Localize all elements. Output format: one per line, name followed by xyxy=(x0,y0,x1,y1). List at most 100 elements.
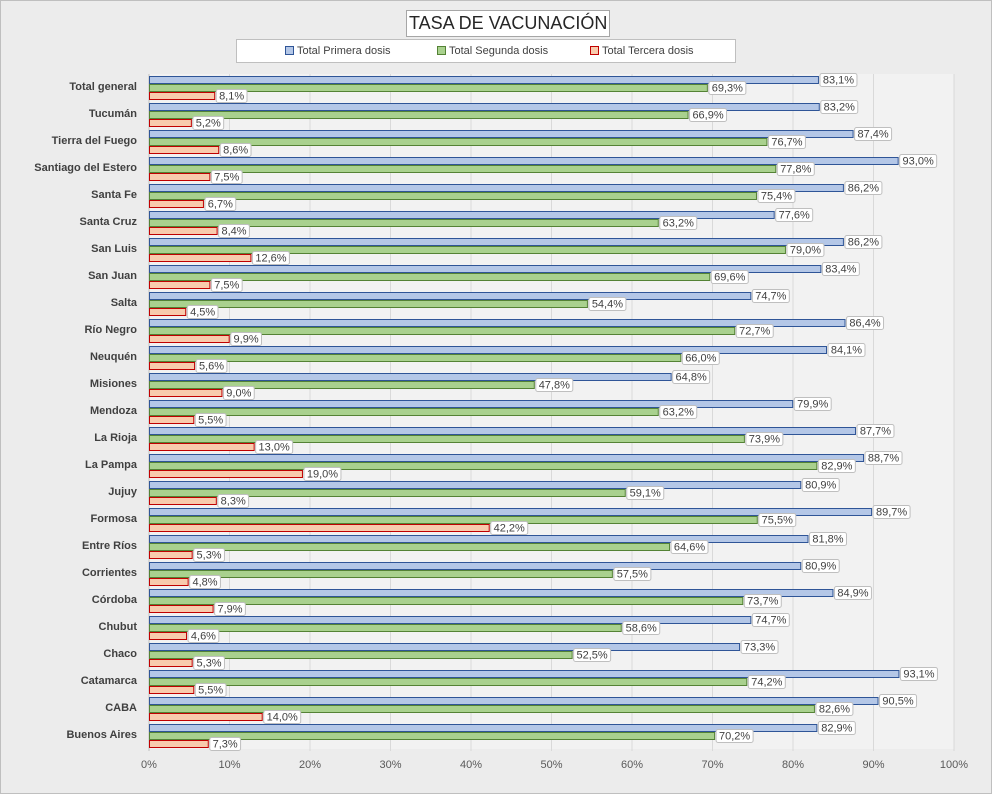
data-label: 12,6% xyxy=(251,251,290,265)
bar xyxy=(149,373,672,381)
x-tick-label: 50% xyxy=(540,759,562,771)
bar xyxy=(149,146,220,154)
data-label-box xyxy=(827,343,866,357)
bar xyxy=(149,319,846,327)
category-label: Santa Fe xyxy=(91,189,137,201)
data-label-box xyxy=(219,143,252,157)
category-label: Buenos Aires xyxy=(66,729,137,741)
category-label: La Pampa xyxy=(85,459,138,471)
x-tick-label: 100% xyxy=(940,759,968,771)
data-label-text: 86,2% xyxy=(848,183,879,195)
data-label: 5,3% xyxy=(193,656,225,670)
bar xyxy=(149,659,193,667)
data-label: 74,7% xyxy=(751,289,790,303)
data-label-text: 5,6% xyxy=(199,361,224,373)
bar xyxy=(149,327,736,335)
x-tick-label: 20% xyxy=(299,759,321,771)
data-label: 58,6% xyxy=(622,621,661,635)
bar xyxy=(149,416,195,424)
bar xyxy=(149,165,777,173)
category-label: Santiago del Estero xyxy=(34,162,137,174)
bar xyxy=(149,713,263,721)
data-label-text: 88,7% xyxy=(868,453,899,465)
data-label: 79,0% xyxy=(786,243,825,257)
data-label: 69,6% xyxy=(710,270,749,284)
category-label: Tierra del Fuego xyxy=(52,135,138,147)
data-label-box xyxy=(214,602,246,616)
data-label-box xyxy=(821,262,860,276)
data-label: 75,4% xyxy=(757,189,796,203)
data-label-box xyxy=(189,575,221,589)
data-label: 8,6% xyxy=(219,143,252,157)
data-label: 52,5% xyxy=(573,648,612,662)
data-label-text: 74,7% xyxy=(755,291,786,303)
data-label: 74,2% xyxy=(747,675,786,689)
data-label-text: 63,2% xyxy=(663,407,694,419)
data-label: 93,0% xyxy=(899,154,938,168)
data-label: 14,0% xyxy=(263,710,302,724)
data-label-box xyxy=(659,405,698,419)
data-label: 7,3% xyxy=(209,737,242,751)
data-label-text: 7,5% xyxy=(214,172,239,184)
data-label-box xyxy=(588,297,627,311)
data-label-box xyxy=(670,540,709,554)
data-label-text: 57,5% xyxy=(617,569,648,581)
data-label: 64,8% xyxy=(672,370,711,384)
data-label-box xyxy=(535,378,574,392)
data-label: 83,4% xyxy=(821,262,860,276)
category-label: Tucumán xyxy=(89,108,137,120)
data-label: 5,3% xyxy=(193,548,225,562)
bar xyxy=(149,454,865,462)
data-label-box xyxy=(210,170,243,184)
bar xyxy=(149,130,854,138)
data-label-text: 87,4% xyxy=(857,129,888,141)
data-label-text: 47,8% xyxy=(539,380,570,392)
data-label-text: 74,7% xyxy=(755,615,786,627)
bar xyxy=(149,578,189,586)
data-label: 5,2% xyxy=(192,116,225,130)
data-label-box xyxy=(187,629,220,643)
data-label: 83,2% xyxy=(820,100,859,114)
data-label-box xyxy=(490,521,529,535)
data-label-box xyxy=(758,513,797,527)
x-tick-label: 30% xyxy=(379,759,401,771)
bar xyxy=(149,508,873,516)
bar xyxy=(149,732,716,740)
data-label-text: 66,0% xyxy=(685,353,716,365)
data-label: 93,1% xyxy=(899,667,938,681)
bar xyxy=(149,489,626,497)
bar xyxy=(149,84,708,92)
data-label: 59,1% xyxy=(626,486,665,500)
data-label: 73,3% xyxy=(740,640,779,654)
data-label: 42,2% xyxy=(490,521,529,535)
data-label-text: 59,1% xyxy=(630,488,661,500)
category-label: Chaco xyxy=(103,648,137,660)
bar xyxy=(149,173,211,181)
data-label-text: 42,2% xyxy=(494,523,525,535)
data-label-box xyxy=(210,278,243,292)
data-label-box xyxy=(194,413,227,427)
legend-swatch-icon xyxy=(285,45,294,55)
bar xyxy=(149,632,188,640)
data-label: 4,8% xyxy=(189,575,221,589)
data-label: 80,9% xyxy=(801,559,840,573)
category-label: Jujuy xyxy=(108,486,138,498)
data-label: 63,2% xyxy=(659,216,698,230)
bar xyxy=(149,543,671,551)
category-label: Chubut xyxy=(99,621,138,633)
data-label-text: 66,9% xyxy=(692,110,723,122)
bar xyxy=(149,605,214,613)
data-label-box xyxy=(204,197,237,211)
bar xyxy=(149,346,828,354)
bar xyxy=(149,705,815,713)
data-label-box xyxy=(899,154,938,168)
data-label-box xyxy=(745,432,784,446)
bar xyxy=(149,597,744,605)
data-label-box xyxy=(622,621,661,635)
data-label-text: 7,5% xyxy=(214,280,239,292)
bar xyxy=(149,265,822,273)
data-label: 75,5% xyxy=(758,513,797,527)
data-label-box xyxy=(801,478,840,492)
legend-item-primera: Total Primera dosis xyxy=(285,45,391,57)
